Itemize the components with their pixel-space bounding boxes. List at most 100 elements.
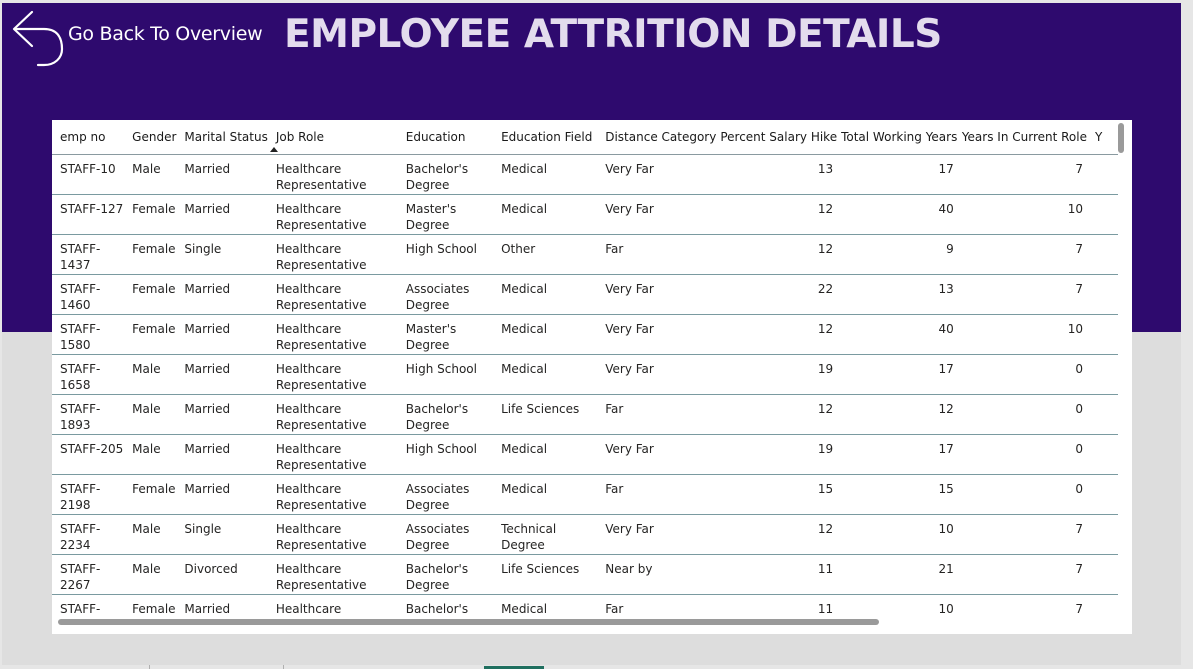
table-cell: Associates Degree — [397, 514, 494, 555]
table-cell: Healthcare Representative — [267, 274, 398, 315]
attrition-table-visual: emp no Gender Marital Status Job Role Educat… — [52, 120, 1132, 634]
table-cell-overflow — [1087, 394, 1118, 435]
vertical-scrollbar[interactable] — [1118, 123, 1124, 153]
table-cell: Very Far — [597, 514, 717, 555]
table-cell: 40 — [837, 314, 958, 355]
column-header[interactable]: Job Role — [267, 120, 398, 155]
table-cell: Male — [124, 154, 177, 195]
table-cell: Medical — [493, 154, 598, 195]
column-header[interactable]: emp no — [52, 120, 125, 155]
table-cell: 12 — [716, 394, 838, 435]
table-cell: 15 — [837, 474, 958, 515]
table-cell: Healthcare Representative — [267, 234, 398, 275]
table-cell: 10 — [837, 514, 958, 555]
column-header[interactable]: Marital Status — [176, 120, 268, 155]
table-cell: STAFF-1460 — [52, 274, 125, 315]
table-cell: Very Far — [597, 154, 717, 195]
table-row[interactable]: STAFF-1580 Female Married Healthcare Repres… — [52, 314, 1118, 355]
table-cell: High School — [397, 234, 494, 275]
table-row[interactable]: STAFF-1460 Female Married Healthcare Repres… — [52, 274, 1118, 315]
table-cell: Healthcare Representative — [267, 434, 398, 475]
table-cell: Very Far — [597, 314, 717, 355]
table-cell: Married — [176, 194, 268, 235]
table-cell: Life Sciences — [493, 394, 598, 435]
table-cell: 17 — [837, 154, 958, 195]
table-row[interactable]: STAFF-205 Male Married Healthcare Represent… — [52, 434, 1118, 475]
table-cell: Healthcare Representative — [267, 594, 398, 618]
table-row[interactable]: STAFF-1437 Female Single Healthcare Represe… — [52, 234, 1118, 275]
table-cell: Far — [597, 474, 717, 515]
table-cell: 10 — [837, 594, 958, 618]
table-header-row: emp no Gender Marital Status Job Role Educat… — [52, 120, 1118, 155]
table-row[interactable]: STAFF-10 Male Married Healthcare Representa… — [52, 154, 1118, 195]
active-page-tab[interactable] — [484, 666, 544, 669]
table-cell: Healthcare Representative — [267, 394, 398, 435]
table-cell: Single — [176, 234, 268, 275]
table-cell-overflow — [1087, 554, 1118, 595]
table-cell: 9 — [837, 234, 958, 275]
table-row[interactable]: STAFF-2267 Male Divorced Healthcare Represe… — [52, 554, 1118, 595]
horizontal-scrollbar[interactable] — [58, 619, 879, 625]
column-header[interactable]: Years In Current Role — [957, 120, 1087, 155]
table-cell: Married — [176, 474, 268, 515]
table-row[interactable]: STAFF-2382FemaleMarriedHealthcare Repres… — [52, 594, 1118, 618]
table-cell: Medical — [493, 434, 598, 475]
page-title: EMPLOYEE ATTRITION DETAILS — [284, 12, 942, 57]
table-cell: 7 — [957, 234, 1087, 275]
table-cell-overflow — [1087, 354, 1118, 395]
table-cell: 0 — [957, 394, 1087, 435]
table-cell: STAFF-2382 — [52, 594, 125, 618]
table-cell: 7 — [957, 594, 1087, 618]
page-tab-bar — [0, 665, 1193, 669]
column-header[interactable]: Education Field — [493, 120, 598, 155]
table-cell: 19 — [716, 354, 838, 395]
table-cell: STAFF-2198 — [52, 474, 125, 515]
table-row[interactable]: STAFF-2198 Female Married Healthcare Repres… — [52, 474, 1118, 515]
table-row[interactable]: STAFF-1658 Male Married Healthcare Represen… — [52, 354, 1118, 395]
table-cell-overflow — [1087, 594, 1118, 618]
table-cell: STAFF-2234 — [52, 514, 125, 555]
table-cell: STAFF-2267 — [52, 554, 125, 595]
table-row[interactable]: STAFF-1893 Male Married Healthcare Represen… — [52, 394, 1118, 435]
table-cell: 12 — [837, 394, 958, 435]
table-cell: 12 — [716, 514, 838, 555]
column-header[interactable]: Total Working Years — [837, 120, 958, 155]
table-cell: 15 — [716, 474, 838, 515]
column-header[interactable]: Gender — [124, 120, 177, 155]
table-cell: Female — [124, 594, 177, 618]
column-header[interactable]: Distance Category — [597, 120, 717, 155]
table-cell: Healthcare Representative — [267, 474, 398, 515]
tab-separator — [149, 665, 150, 669]
table-cell: STAFF-1658 — [52, 354, 125, 395]
table-cell: Medical — [493, 194, 598, 235]
table-cell: STAFF-1580 — [52, 314, 125, 355]
table-cell: Very Far — [597, 354, 717, 395]
table-cell: 11 — [716, 554, 838, 595]
table-cell: Married — [176, 594, 268, 618]
table-cell: Female — [124, 194, 177, 235]
table-cell: 10 — [957, 314, 1087, 355]
table-cell: 0 — [957, 434, 1087, 475]
table-cell: 22 — [716, 274, 838, 315]
table-cell: Very Far — [597, 194, 717, 235]
column-header[interactable]: Education — [397, 120, 494, 155]
table-cell: Very Far — [597, 274, 717, 315]
table-cell-overflow — [1087, 514, 1118, 555]
table-row[interactable]: STAFF-2234 Male Single Healthcare Represent… — [52, 514, 1118, 555]
table-cell: Married — [176, 154, 268, 195]
table-cell: Female — [124, 274, 177, 315]
table-cell: STAFF-1893 — [52, 394, 125, 435]
table-cell: Female — [124, 234, 177, 275]
table-cell: Male — [124, 394, 177, 435]
attrition-table: emp no Gender Marital Status Job Role Educat… — [52, 120, 1118, 618]
column-header[interactable]: Y — [1087, 120, 1118, 155]
table-row[interactable]: STAFF-127 Female Married Healthcare Represe… — [52, 194, 1118, 235]
table-cell: Far — [597, 394, 717, 435]
table-cell: STAFF-10 — [52, 154, 125, 195]
column-header[interactable]: Percent Salary Hike — [716, 120, 838, 155]
go-back-button[interactable]: Go Back To Overview — [10, 10, 263, 68]
table-cell-overflow — [1087, 314, 1118, 355]
table-cell: 7 — [957, 514, 1087, 555]
table-cell-overflow — [1087, 154, 1118, 195]
table-cell: Associates Degree — [397, 274, 494, 315]
